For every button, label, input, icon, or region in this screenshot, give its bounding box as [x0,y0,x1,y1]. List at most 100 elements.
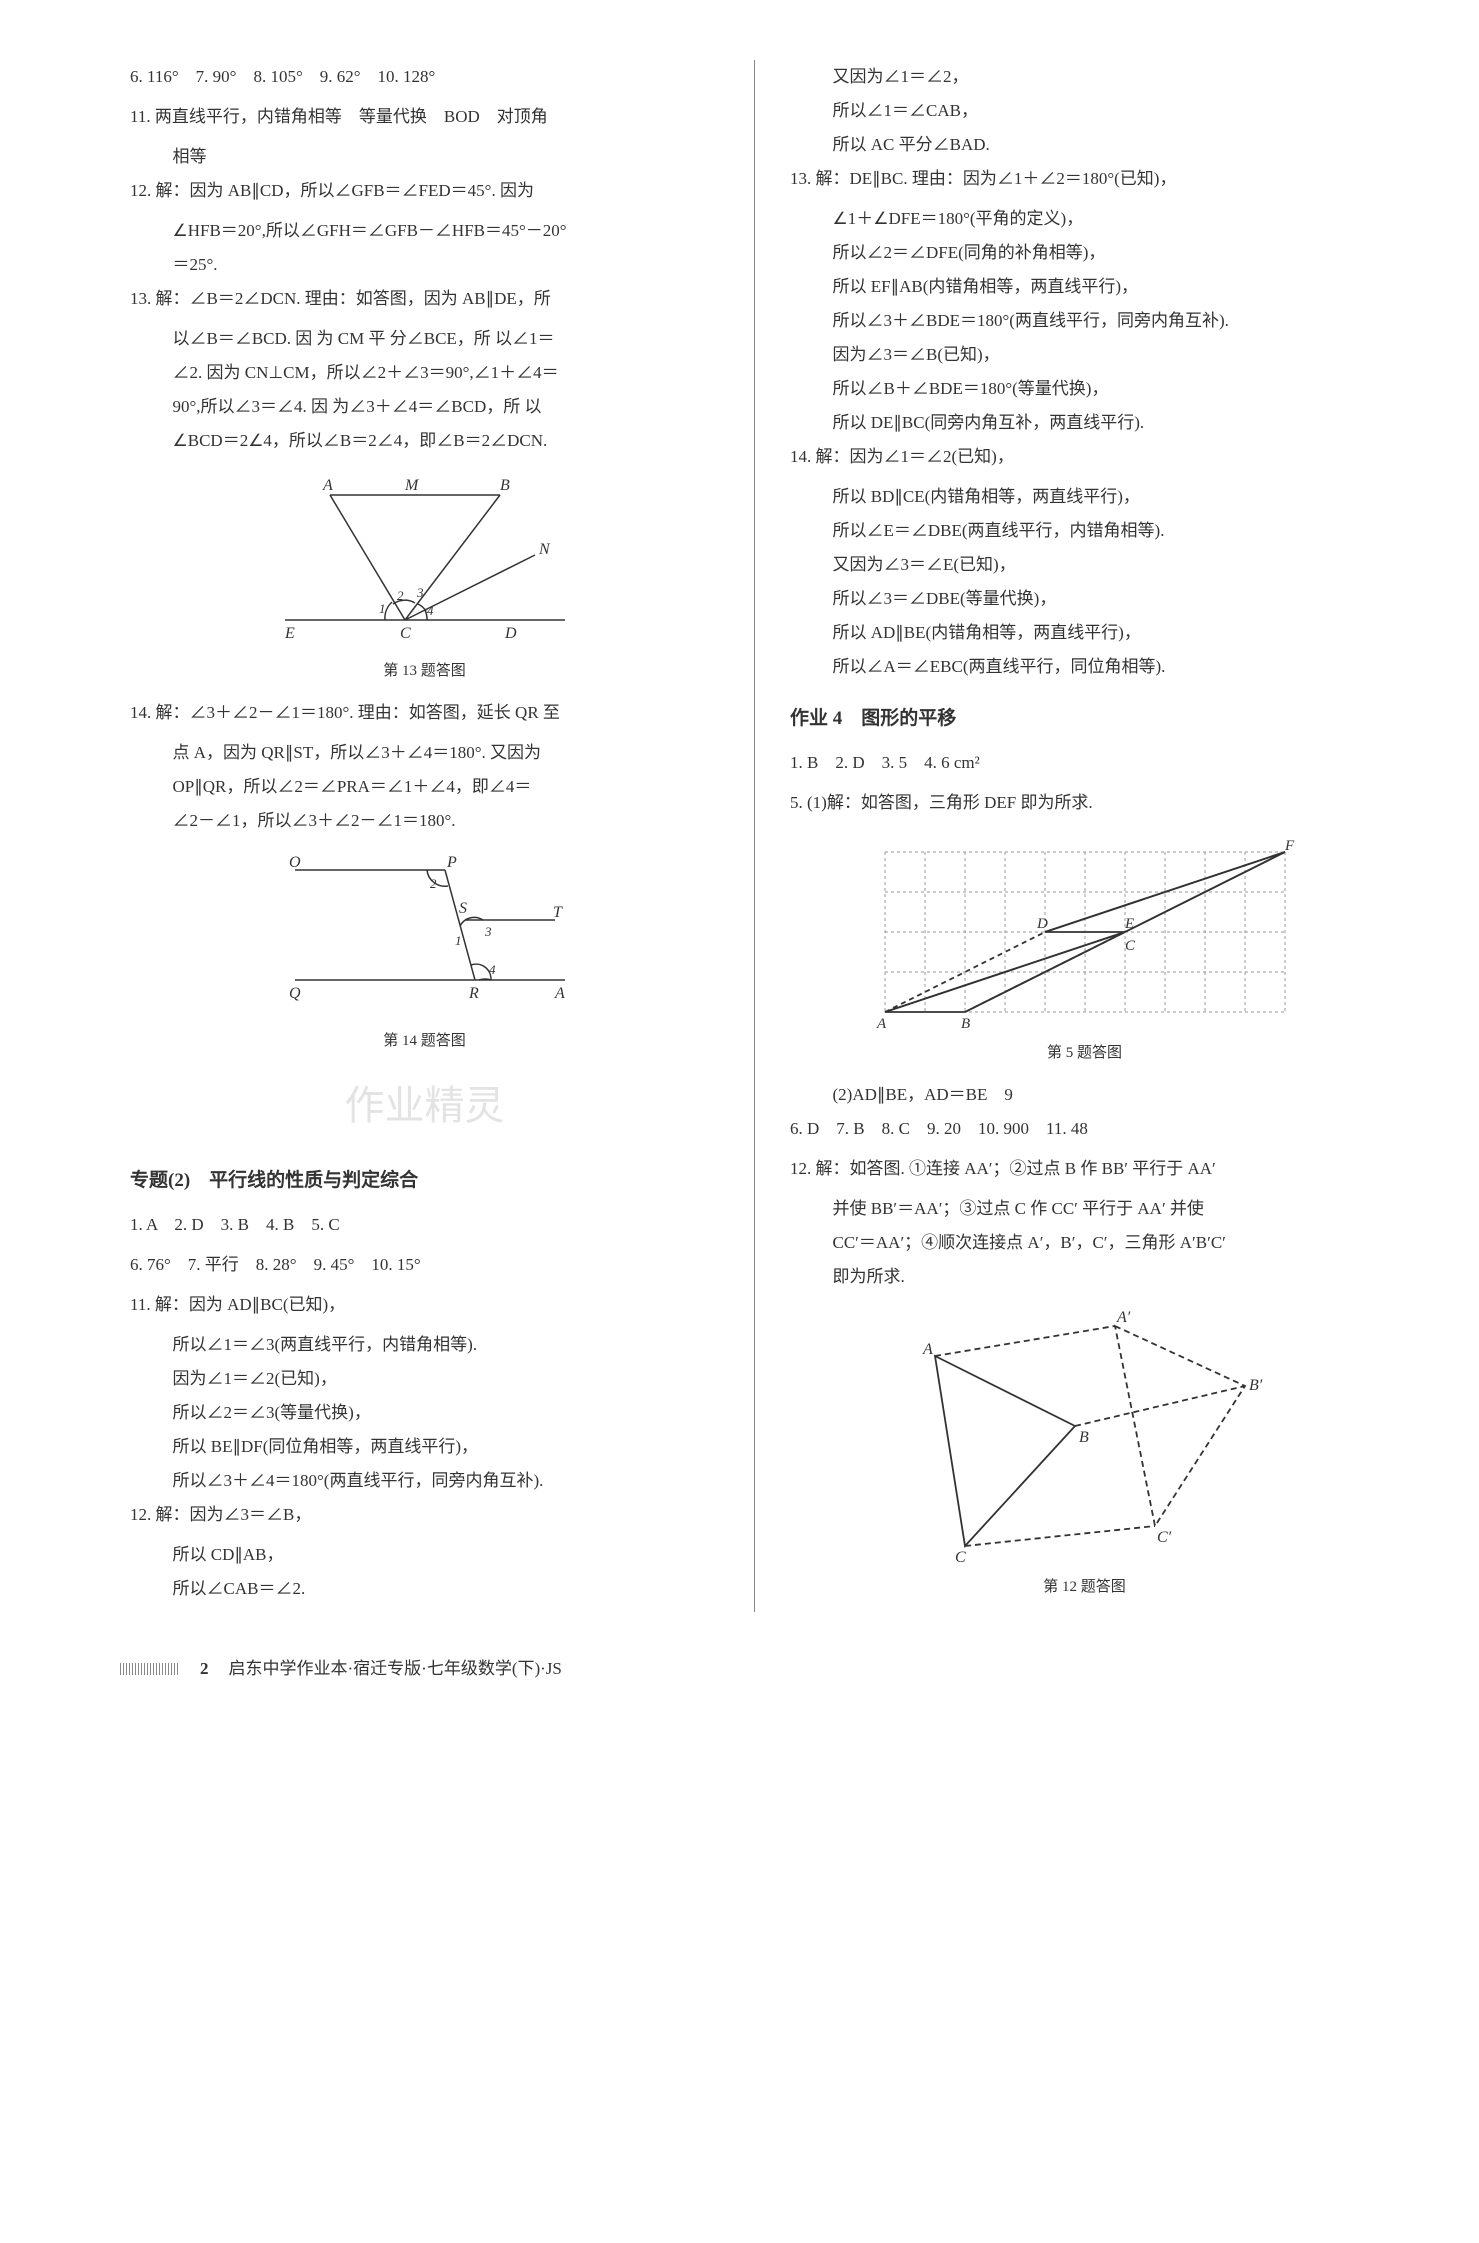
solution-r14: 14. 解：因为∠1＝∠2(已知)， [790,440,1379,474]
heading-topic-2: 专题(2) 平行线的性质与判定综合 [130,1162,719,1200]
fig5-label-C: C [1125,938,1136,954]
cont-r2: 所以∠1＝∠CAB， [790,94,1379,128]
fig13-angle-2: 2 [397,588,404,603]
fig13-angle-3: 3 [416,585,424,600]
right-column: 又因为∠1＝∠2， 所以∠1＝∠CAB， 所以 AC 平分∠BAD. 13. 解… [755,60,1399,1612]
hw4-answer-5: 5. (1)解：如答图，三角形 DEF 即为所求. [790,786,1379,820]
fig12-label-Cp: C′ [1157,1529,1172,1546]
solution-hw4-12-d: 即为所求. [790,1260,1379,1294]
left-column: 6. 116° 7. 90° 8. 105° 9. 62° 10. 128° 1… [110,60,755,1612]
cont-r3: 所以 AC 平分∠BAD. [790,128,1379,162]
solution-hw4-12: 12. 解：如答图. ①连接 AA′；②过点 B 作 BB′ 平行于 AA′ [790,1152,1379,1186]
fig14-angle-2: 2 [430,876,437,891]
hw4-answers-1-4: 1. B 2. D 3. 5 4. 6 cm² [790,746,1379,780]
figure-12: A B C A′ B′ C′ [895,1306,1275,1566]
figure-13-caption: 第 13 题答图 [130,656,719,686]
answer-line-6-10: 6. 116° 7. 90° 8. 105° 9. 62° 10. 128° [130,60,719,94]
heading-hw-4: 作业 4 图形的平移 [790,700,1379,738]
fig5-label-B: B [961,1016,970,1032]
solution-r13-h: 所以 DE∥BC(同旁内角互补，两直线平行). [790,406,1379,440]
fig12-label-C: C [955,1549,966,1566]
solution-2-11: 11. 解：因为 AD∥BC(已知)， [130,1288,719,1322]
solution-r14-g: 所以∠A＝∠EBC(两直线平行，同位角相等). [790,650,1379,684]
figure-5: A B C D E F [865,832,1305,1032]
figure-14: O P S T Q R A 1 2 3 4 [275,850,575,1020]
fig13-angle-4: 4 [427,603,434,618]
fig5-label-E: E [1124,916,1134,932]
figure-12-caption: 第 12 题答图 [790,1572,1379,1602]
hw4-answers-6-11: 6. D 7. B 8. C 9. 20 10. 900 11. 48 [790,1112,1379,1146]
solution-13-c: ∠2. 因为 CN⊥CM，所以∠2＋∠3＝90°,∠1＋∠4＝ [130,356,719,390]
solution-r13-c: 所以∠2＝∠DFE(同角的补角相等)， [790,236,1379,270]
solution-14-d: ∠2－∠1，所以∠3＋∠2－∠1＝180°. [130,804,719,838]
solution-13-b: 以∠B＝∠BCD. 因 为 CM 平 分∠BCE，所 以∠1＝ [130,322,719,356]
fig14-label-R: R [468,985,479,1002]
answers-6-10: 6. 76° 7. 平行 8. 28° 9. 45° 10. 15° [130,1248,719,1282]
answer-line-11: 11. 两直线平行，内错角相等 等量代换 BOD 对顶角 [130,100,719,134]
fig13-label-D: D [504,625,517,642]
watermark-1: 作业精灵 [130,1066,719,1146]
solution-r14-c: 所以∠E＝∠DBE(两直线平行，内错角相等). [790,514,1379,548]
figure-13: A M B N E C D 1 2 3 4 [275,470,575,650]
page-footer: 2 启东中学作业本·宿迁专版·七年级数学(下)·JS [0,1642,1479,1716]
fig14-label-O: O [289,854,301,871]
answer-line-11-cont: 相等 [130,140,719,174]
figure-5-caption: 第 5 题答图 [790,1038,1379,1068]
fig13-label-E: E [284,625,295,642]
solution-r14-e: 所以∠3＝∠DBE(等量代换)， [790,582,1379,616]
fig13-angle-1: 1 [379,601,386,616]
fig5-label-A: A [876,1016,887,1032]
fig12-label-Ap: A′ [1116,1309,1131,1326]
solution-2-12: 12. 解：因为∠3＝∠B， [130,1498,719,1532]
figure-14-caption: 第 14 题答图 [130,1026,719,1056]
fig14-label-S: S [459,900,467,917]
solution-r14-f: 所以 AD∥BE(内错角相等，两直线平行)， [790,616,1379,650]
footer-title: 启东中学作业本·宿迁专版·七年级数学(下)·JS [229,1652,562,1686]
solution-hw4-12-c: CC′＝AA′；④顺次连接点 A′，B′，C′，三角形 A′B′C′ [790,1226,1379,1260]
page-content: 6. 116° 7. 90° 8. 105° 9. 62° 10. 128° 1… [0,0,1479,1642]
solution-r13-b: ∠1＋∠DFE＝180°(平角的定义)， [790,202,1379,236]
fig12-label-Bp: B′ [1249,1377,1263,1394]
cont-r1: 又因为∠1＝∠2， [790,60,1379,94]
solution-r14-d: 又因为∠3＝∠E(已知)， [790,548,1379,582]
solution-r14-b: 所以 BD∥CE(内错角相等，两直线平行)， [790,480,1379,514]
solution-14: 14. 解：∠3＋∠2－∠1＝180°. 理由：如答图，延长 QR 至 [130,696,719,730]
hw4-answer-5-2: (2)AD∥BE，AD＝BE 9 [790,1078,1379,1112]
page-number: 2 [200,1652,209,1686]
solution-r13: 13. 解：DE∥BC. 理由：因为∠1＋∠2＝180°(已知)， [790,162,1379,196]
solution-14-b: 点 A，因为 QR∥ST，所以∠3＋∠4＝180°. 又因为 [130,736,719,770]
fig14-angle-1: 1 [455,933,462,948]
solution-13-d: 90°,所以∠3＝∠4. 因 为∠3＋∠4＝∠BCD，所 以 [130,390,719,424]
solution-2-12-c: 所以∠CAB＝∠2. [130,1572,719,1606]
fig14-label-Q: Q [289,985,301,1002]
fig5-label-F: F [1284,838,1295,854]
solution-2-11-c: 因为∠1＝∠2(已知)， [130,1362,719,1396]
solution-13: 13. 解：∠B＝2∠DCN. 理由：如答图，因为 AB∥DE，所 [130,282,719,316]
answers-1-5: 1. A 2. D 3. B 4. B 5. C [130,1208,719,1242]
footer-barcode-icon [120,1663,180,1675]
fig12-label-A: A [922,1341,933,1358]
solution-hw4-12-b: 并使 BB′＝AA′；③过点 C 作 CC′ 平行于 AA′ 并使 [790,1192,1379,1226]
solution-2-12-b: 所以 CD∥AB， [130,1538,719,1572]
fig14-label-A: A [554,985,565,1002]
solution-12: 12. 解：因为 AB∥CD，所以∠GFB＝∠FED＝45°. 因为 [130,174,719,208]
fig13-label-A: A [322,477,333,494]
solution-12-c: ＝25°. [130,248,719,282]
fig5-label-D: D [1036,916,1048,932]
solution-14-c: OP∥QR，所以∠2＝∠PRA＝∠1＋∠4，即∠4＝ [130,770,719,804]
solution-r13-g: 所以∠B＋∠BDE＝180°(等量代换)， [790,372,1379,406]
solution-2-11-f: 所以∠3＋∠4＝180°(两直线平行，同旁内角互补). [130,1464,719,1498]
solution-r13-e: 所以∠3＋∠BDE＝180°(两直线平行，同旁内角互补). [790,304,1379,338]
fig13-label-B: B [500,477,510,494]
fig14-angle-3: 3 [484,924,492,939]
fig13-label-C: C [400,625,411,642]
fig13-label-N: N [538,541,551,558]
solution-2-11-d: 所以∠2＝∠3(等量代换)， [130,1396,719,1430]
solution-12-b: ∠HFB＝20°,所以∠GFH＝∠GFB－∠HFB＝45°－20° [130,214,719,248]
fig14-label-P: P [446,854,457,871]
solution-r13-f: 因为∠3＝∠B(已知)， [790,338,1379,372]
solution-2-11-e: 所以 BE∥DF(同位角相等，两直线平行)， [130,1430,719,1464]
solution-2-11-b: 所以∠1＝∠3(两直线平行，内错角相等). [130,1328,719,1362]
fig14-label-T: T [553,904,563,921]
solution-13-e: ∠BCD＝2∠4，所以∠B＝2∠4，即∠B＝2∠DCN. [130,424,719,458]
